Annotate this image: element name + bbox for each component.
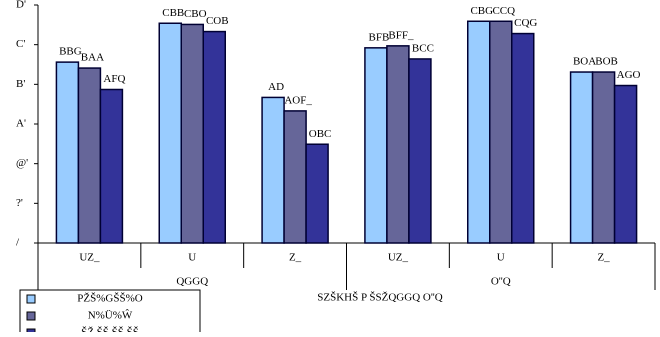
y-tick-label: ?' <box>16 197 23 209</box>
bar <box>99 88 124 244</box>
bar <box>305 143 329 244</box>
bar <box>364 47 388 244</box>
x-tick-label: Z_ <box>289 252 302 264</box>
value-label: BBG <box>59 46 82 58</box>
bar <box>386 45 410 244</box>
group-label: O''Q <box>491 276 511 288</box>
bar <box>591 71 616 244</box>
value-label: OBC <box>309 128 332 140</box>
value-label: AFQ <box>103 73 125 85</box>
bar <box>55 61 80 244</box>
value-label: BOB <box>595 56 618 68</box>
bar <box>613 84 638 244</box>
y-tick-label: A' <box>16 118 26 130</box>
value-label: BFF_ <box>388 29 414 41</box>
bar <box>408 58 432 244</box>
legend-label: PŽŠ%GŠŠ%O <box>77 293 142 305</box>
x-tick-label: Z_ <box>597 252 610 264</box>
bar <box>569 71 594 244</box>
bar <box>283 110 307 244</box>
value-label: BCC <box>412 42 434 54</box>
x-axis-title: SZŠKHŠ P ŠSŽQGGQ O''Q <box>317 292 443 304</box>
group-label: QGGQ <box>176 276 208 288</box>
legend-label: N%Ü%Ŵ <box>88 309 133 322</box>
bar <box>158 22 182 244</box>
y-tick-label: C' <box>16 38 25 50</box>
value-label: CBG <box>470 5 493 17</box>
legend-swatch <box>26 294 36 304</box>
value-label: BFB <box>369 31 390 43</box>
bar <box>202 30 226 244</box>
value-label: BOA <box>573 56 596 68</box>
value-label: AD <box>268 81 284 93</box>
value-label: CBB <box>162 7 184 19</box>
bar <box>180 23 204 244</box>
legend-label: ŠŽ ŠŠ ŠŠ ŠŠ <box>81 327 139 332</box>
legend-box <box>19 289 201 337</box>
bar <box>511 32 535 244</box>
x-tick-label: UZ_ <box>79 252 100 264</box>
y-tick-label: B' <box>16 78 25 90</box>
value-label: AGO <box>617 69 641 81</box>
x-tick-label: U <box>497 252 505 264</box>
bar <box>77 67 102 244</box>
x-tick-label: U <box>188 252 196 264</box>
value-label: BAA <box>81 52 104 64</box>
y-tick-label: @' <box>16 157 28 169</box>
legend-swatch <box>26 311 36 321</box>
value-label: CQG <box>514 17 537 29</box>
y-tick-label: / <box>16 237 20 249</box>
bar <box>489 20 513 244</box>
bar <box>261 96 285 244</box>
value-label: COB <box>206 15 229 27</box>
value-label: AOF_ <box>284 94 312 106</box>
x-tick-label: UZ_ <box>388 252 409 264</box>
value-label: CCQ <box>492 5 515 17</box>
value-label: CBO <box>184 8 207 20</box>
bar <box>467 20 491 244</box>
y-tick-label: D' <box>16 0 26 11</box>
